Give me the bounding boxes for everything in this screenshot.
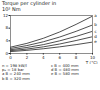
svg-text:2: 2 [26,55,29,60]
html-text:e B = 580 mm: e B = 580 mm [51,71,79,77]
html-text:a B = 240 mm: a B = 240 mm [2,71,30,77]
svg-text:8: 8 [75,55,78,60]
svg-text:8: 8 [5,25,8,30]
svg-text:e: e [94,39,97,44]
svg-text:c: c [94,29,96,34]
html-text:d B = 480 mm: d B = 480 mm [51,67,79,73]
svg-text:4: 4 [5,38,8,43]
svg-text:10: 10 [90,54,95,60]
svg-text:a: a [94,13,97,18]
svg-text:0: 0 [5,51,8,56]
html-text:c B = 400 mm: c B = 400 mm [51,63,79,68]
html-text:n = 198 kW/l: n = 198 kW/l [2,63,27,68]
html-text:pₑ = 18 bar: pₑ = 18 bar [2,67,24,73]
svg-text:4: 4 [42,55,45,60]
html-text:Torque per cylinder in 10³ Nm: Torque per cylinder in 10³ Nm [2,0,57,12]
svg-text:6: 6 [58,55,61,60]
svg-text:d: d [94,34,97,39]
svg-text:b: b [94,22,97,27]
svg-text:12: 12 [3,13,9,18]
html-text:b B = 320 mm: b B = 320 mm [2,75,30,81]
svg-text:T (°C): T (°C) [85,60,98,65]
svg-text:0: 0 [9,55,12,60]
